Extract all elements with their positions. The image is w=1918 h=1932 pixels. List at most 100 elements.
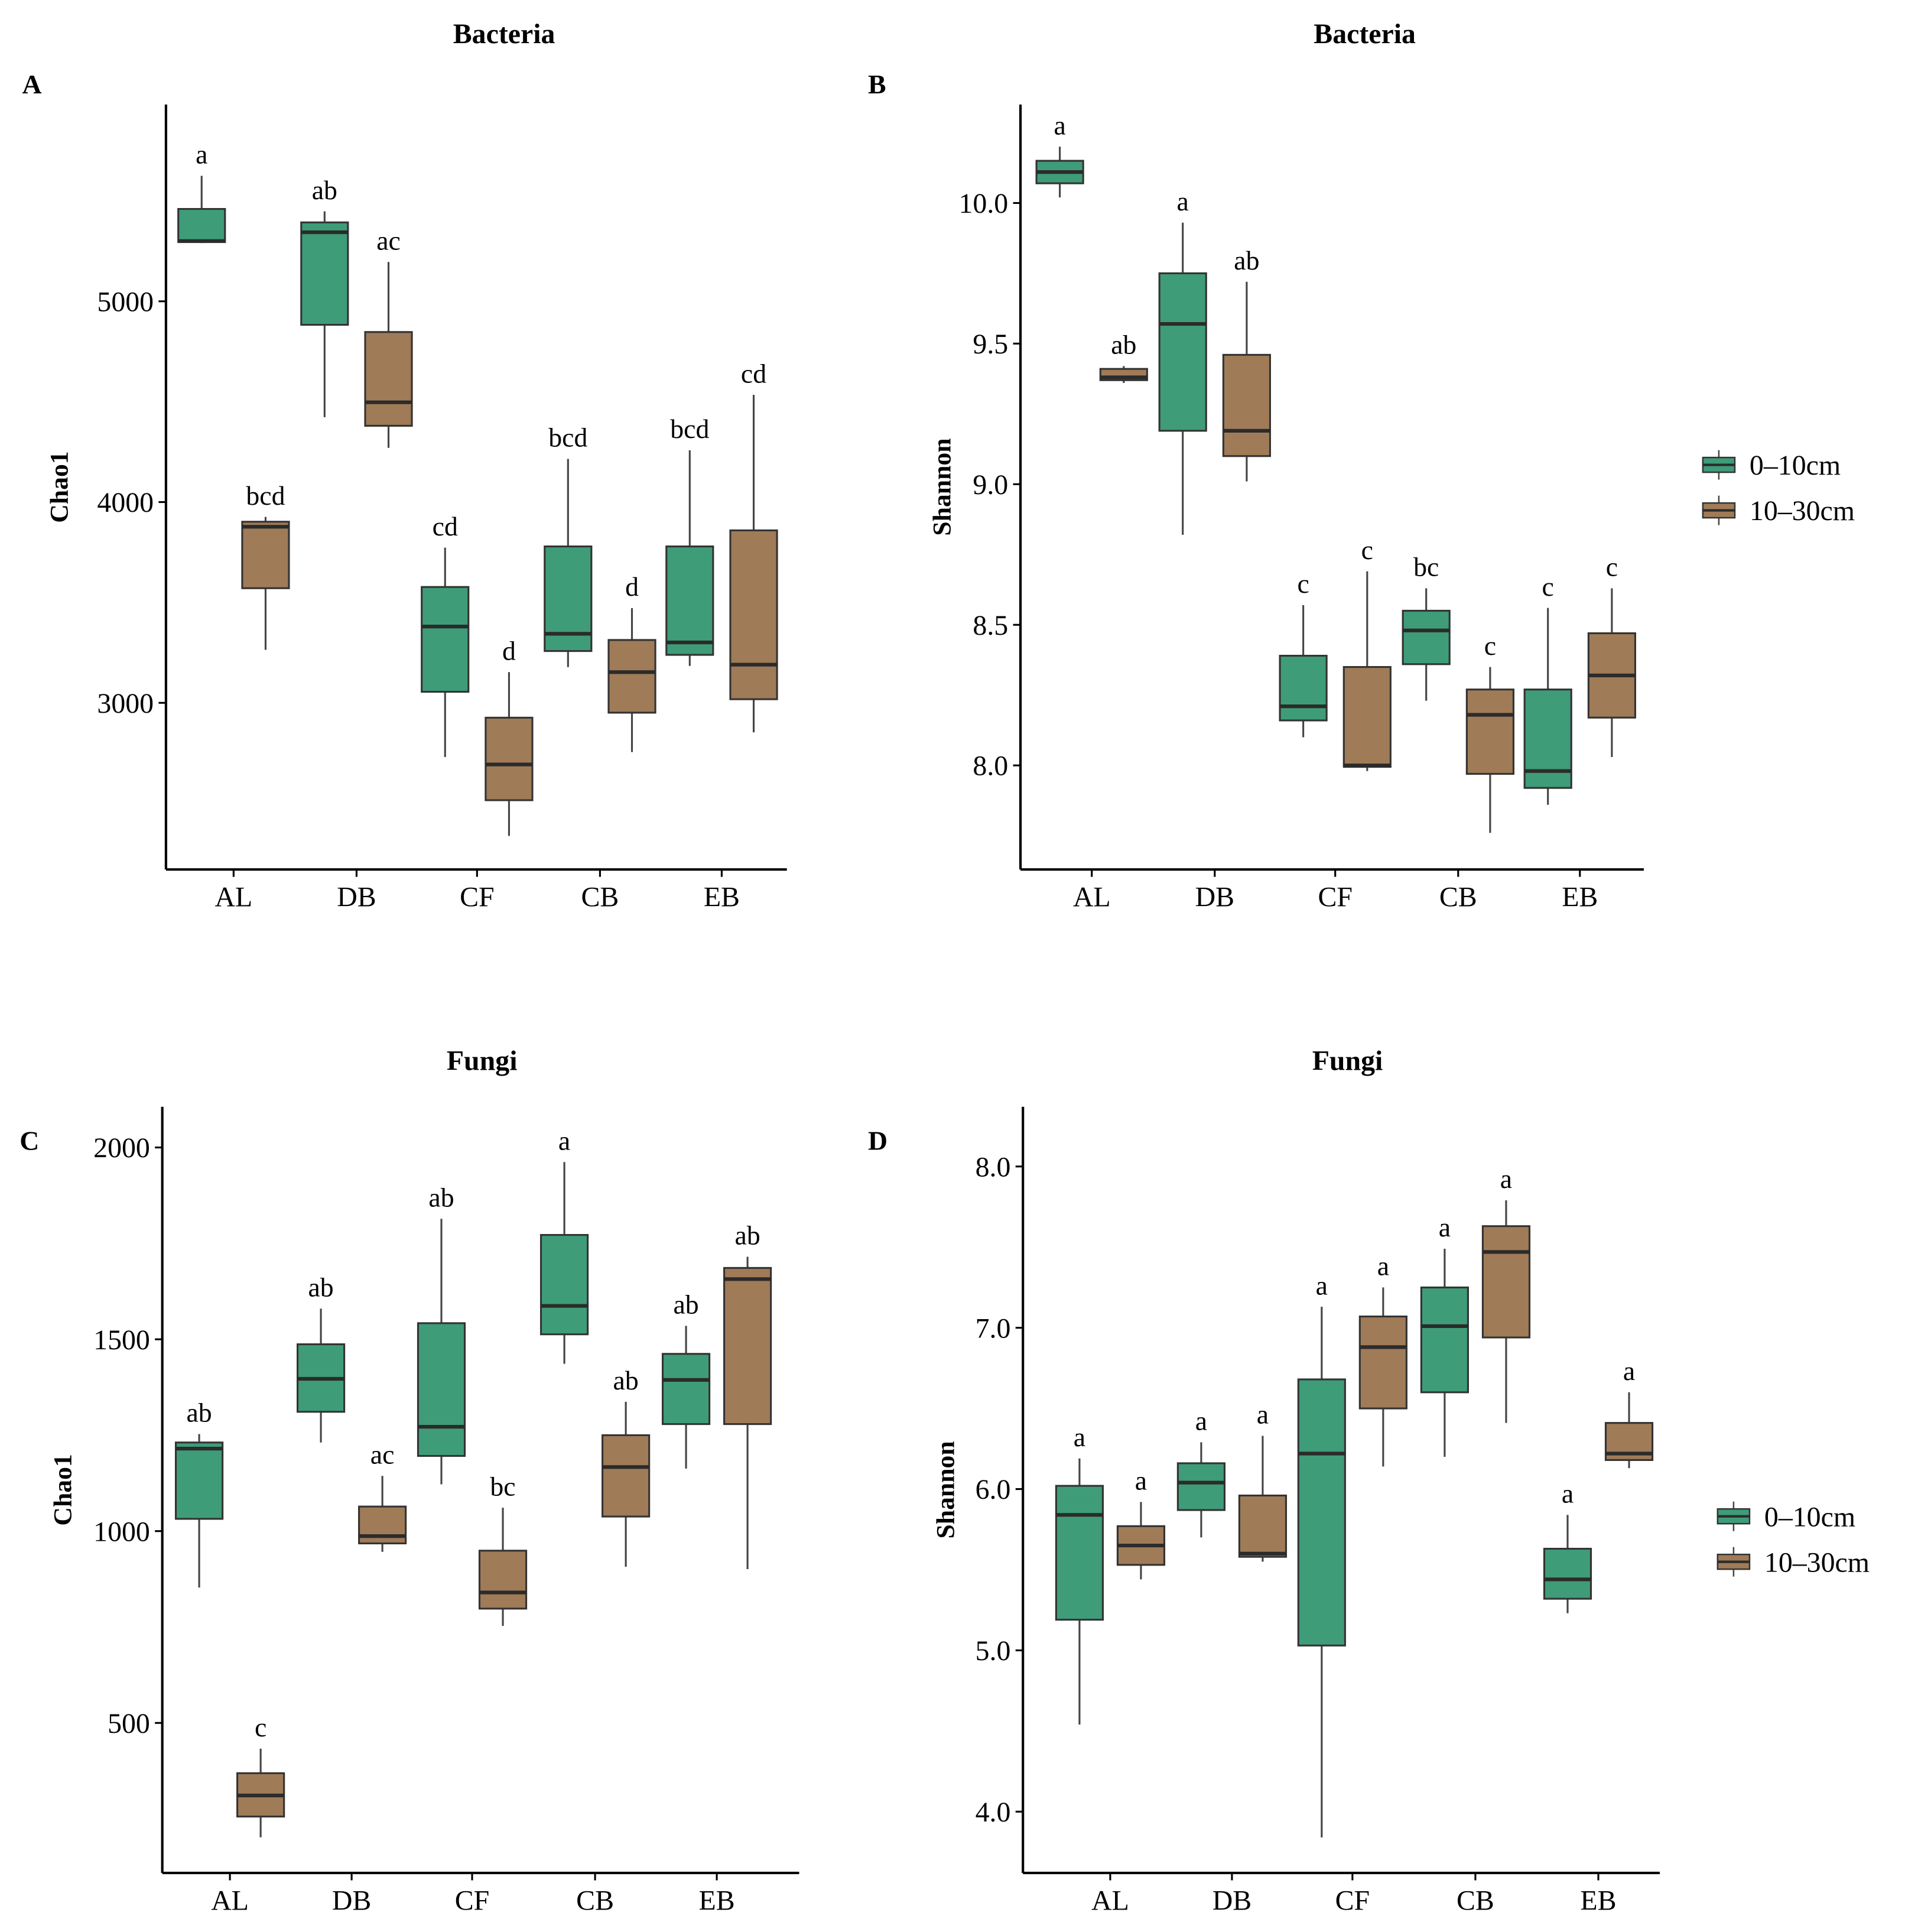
significance-letter: a <box>1439 1212 1451 1242</box>
box <box>1402 609 1451 665</box>
box-CB-10-30cm: d <box>607 572 656 752</box>
box <box>1358 1315 1407 1410</box>
x-tick-label: AL <box>211 1885 249 1916</box>
legend-label: 10–30cm <box>1764 1547 1870 1578</box>
panel-letter: D <box>868 1126 888 1156</box>
x-tick-label: AL <box>1073 882 1111 913</box>
significance-letter: a <box>1623 1356 1635 1386</box>
significance-letter: a <box>1135 1466 1147 1496</box>
box-AL-0-10cm: a <box>1055 1422 1104 1725</box>
box-DB-10-30cm: ab <box>1222 245 1271 482</box>
box <box>665 545 714 656</box>
x-tick-label: CB <box>576 1885 614 1916</box>
x-tick-label: DB <box>337 882 376 913</box>
box-CF-10-30cm: d <box>485 635 534 836</box>
y-axis-label: Chao1 <box>49 1454 77 1525</box>
y-tick-label: 5000 <box>97 286 154 317</box>
box <box>1297 1378 1346 1647</box>
y-tick-label: 3000 <box>97 688 154 719</box>
box-EB-0-10cm: ab <box>661 1290 711 1469</box>
box-EB-10-30cm: cd <box>729 358 778 733</box>
x-tick-label: DB <box>1195 882 1234 913</box>
significance-letter: a <box>1054 110 1065 140</box>
box <box>539 1233 589 1336</box>
box-DB-10-30cm: ac <box>358 1439 407 1552</box>
box-AL-0-10cm: a <box>1035 110 1084 197</box>
x-tick-label: DB <box>332 1885 371 1916</box>
box-EB-0-10cm: c <box>1523 572 1572 805</box>
box <box>723 1267 772 1426</box>
box <box>1523 689 1572 789</box>
box <box>1222 353 1271 457</box>
x-tick-label: CF <box>1318 882 1353 913</box>
significance-letter: c <box>1297 569 1309 599</box>
box-AL-10-30cm: ab <box>1099 330 1148 383</box>
x-tick-label: EB <box>699 1885 735 1916</box>
box <box>661 1353 711 1426</box>
significance-letter: a <box>1500 1164 1512 1194</box>
box <box>1158 272 1207 432</box>
significance-letter: c <box>255 1712 266 1742</box>
box <box>177 208 226 243</box>
significance-letter: a <box>1177 186 1189 216</box>
panel-letter: B <box>868 69 886 99</box>
box <box>421 586 470 693</box>
panel-letter: A <box>22 69 41 99</box>
box <box>478 1550 528 1610</box>
y-tick-label: 9.0 <box>973 469 1008 501</box>
box-AL-10-30cm: c <box>236 1712 285 1837</box>
box-EB-0-10cm: a <box>1543 1478 1592 1613</box>
box <box>241 521 290 589</box>
significance-letter: c <box>1542 572 1554 602</box>
box-DB-10-30cm: ac <box>364 225 413 448</box>
significance-letter: a <box>1316 1270 1328 1300</box>
significance-letter: bcd <box>670 414 709 444</box>
box-CF-10-30cm: a <box>1358 1251 1407 1467</box>
box-CF-0-10cm: c <box>1279 569 1328 738</box>
significance-letter: ab <box>312 175 337 205</box>
x-tick-label: AL <box>214 882 252 913</box>
y-tick-label: 1500 <box>93 1324 150 1356</box>
significance-letter: c <box>1606 552 1618 582</box>
y-tick-label: 8.5 <box>973 610 1008 641</box>
box <box>485 716 534 801</box>
x-tick-label: CB <box>1439 882 1477 913</box>
y-axis-label: Shannon <box>928 438 956 535</box>
y-tick-label: 8.0 <box>973 751 1008 782</box>
y-tick-label: 7.0 <box>976 1313 1011 1344</box>
significance-letter: a <box>1195 1406 1207 1436</box>
significance-letter: a <box>558 1125 570 1155</box>
x-tick-label: CF <box>1335 1885 1370 1916</box>
x-tick-label: CB <box>1457 1885 1494 1916</box>
significance-letter: cd <box>433 511 458 541</box>
box-DB-10-30cm: a <box>1238 1400 1288 1562</box>
x-tick-label: AL <box>1091 1885 1129 1916</box>
box <box>300 221 349 326</box>
y-tick-label: 6.0 <box>976 1474 1011 1505</box>
x-tick-label: EB <box>704 882 740 913</box>
y-tick-label: 4000 <box>97 487 154 518</box>
panel-title: Bacteria <box>1314 18 1416 50</box>
significance-letter: a <box>1074 1422 1085 1452</box>
significance-letter: ac <box>370 1439 395 1469</box>
box <box>174 1441 224 1520</box>
y-tick-label: 9.5 <box>973 329 1008 360</box>
box-CF-10-30cm: c <box>1342 535 1392 771</box>
box-CB-0-10cm: a <box>539 1125 589 1364</box>
box <box>1055 1485 1104 1621</box>
box <box>1481 1225 1531 1339</box>
significance-letter: a <box>1562 1478 1574 1508</box>
box <box>602 1434 651 1518</box>
y-axis-label: Shannon <box>932 1441 960 1538</box>
box-CF-0-10cm: cd <box>421 511 470 757</box>
significance-letter: d <box>625 572 639 602</box>
significance-letter: bcd <box>548 423 587 453</box>
significance-letter: ab <box>1234 245 1259 275</box>
box-CB-10-30cm: a <box>1481 1164 1531 1423</box>
legend: 0–10cm 10–30cm <box>1717 1501 1870 1578</box>
significance-letter: bc <box>490 1471 515 1501</box>
significance-letter: bcd <box>246 480 285 511</box>
box-CF-0-10cm: a <box>1297 1270 1346 1838</box>
box-CB-0-10cm: a <box>1420 1212 1469 1457</box>
